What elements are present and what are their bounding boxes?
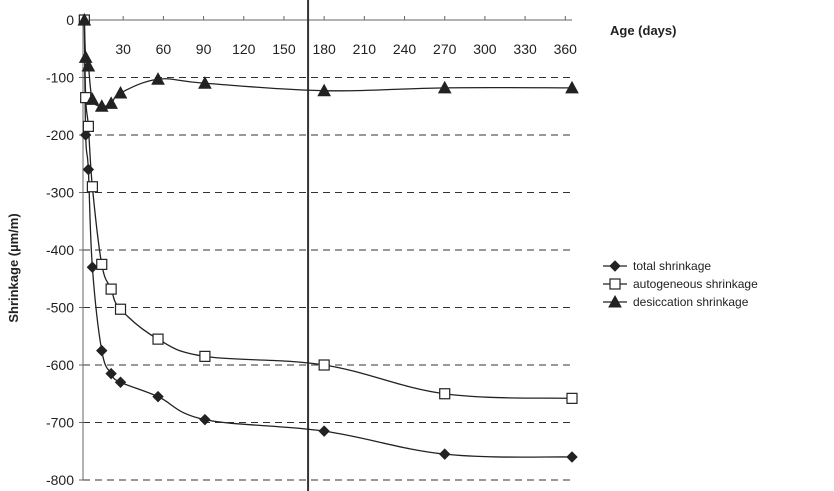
series-0-point-11 <box>566 451 578 463</box>
series-2-point-2 <box>81 58 96 72</box>
x-tick-label-270: 270 <box>433 41 457 57</box>
series-2-point-7 <box>151 72 165 85</box>
series-0-point-3 <box>86 261 99 273</box>
x-tick-label-240: 240 <box>393 41 417 57</box>
x-tick-label-120: 120 <box>232 41 256 57</box>
series-1-point-5 <box>105 283 117 295</box>
series-0-point-6 <box>114 376 127 388</box>
series-1-point-6 <box>114 303 127 315</box>
series-2-point-5 <box>104 96 118 109</box>
legend-marker-1 <box>609 278 621 290</box>
legend-label-2: desiccation shrinkage <box>633 295 749 309</box>
series-2-point-3 <box>85 92 100 105</box>
series-2 <box>77 12 579 112</box>
x-tick-label-300: 300 <box>473 41 497 57</box>
series-line-0 <box>83 19 573 458</box>
legend: total shrinkage autogeneous shrinkage desi… <box>603 259 758 309</box>
series-1-point-2 <box>82 120 94 132</box>
series-2-point-8 <box>198 76 212 89</box>
series-1-point-3 <box>86 181 98 193</box>
legend-label-1: autogeneous shrinkage <box>633 277 758 291</box>
x-tick-label-60: 60 <box>156 41 172 57</box>
x-tick-label-360: 360 <box>554 41 578 57</box>
y-axis-title: Shrinkage (µm/m) <box>6 213 21 322</box>
grid-layer <box>83 77 572 481</box>
y-tick-label-700: -700 <box>46 415 74 431</box>
x-tick-label-30: 30 <box>115 41 131 57</box>
series-1-point-9 <box>318 359 330 371</box>
axis-layer: 30 60 90 120 150 180 210 240 270 300 330 360 0 -100 -2… <box>46 0 577 491</box>
x-tick-label-90: 90 <box>196 41 212 57</box>
x-tick-label-210: 210 <box>353 41 377 57</box>
series-2-point-1 <box>78 50 93 63</box>
series-1-point-7 <box>152 333 164 345</box>
series-2-point-6 <box>113 85 128 99</box>
series-0-point-10 <box>439 448 451 460</box>
y-tick-label-800: -800 <box>46 472 74 488</box>
series-0-point-7 <box>152 390 164 403</box>
series-layer <box>77 12 579 463</box>
legend-marker-2 <box>608 294 622 308</box>
y-tick-label-100: -100 <box>46 70 74 86</box>
series-2-point-11 <box>565 80 579 94</box>
x-tick-label-180: 180 <box>312 41 336 57</box>
series-0-point-9 <box>318 425 330 437</box>
series-0-point-4 <box>96 344 108 357</box>
y-tick-label-0: 0 <box>66 12 74 28</box>
y-tick-label-600: -600 <box>46 357 74 373</box>
series-1-point-11 <box>566 392 578 404</box>
series-2-point-9 <box>317 83 331 97</box>
series-1-point-10 <box>439 388 451 400</box>
legend-marker-0 <box>609 260 621 272</box>
x-tick-label-330: 330 <box>513 41 537 57</box>
series-1 <box>78 14 578 404</box>
y-tick-label-200: -200 <box>46 127 74 143</box>
series-1-point-8 <box>199 350 211 362</box>
y-tick-label-400: -400 <box>46 242 74 258</box>
y-tick-label-500: -500 <box>46 300 74 316</box>
series-0-point-8 <box>199 413 211 426</box>
series-0-point-5 <box>105 367 117 380</box>
legend-label-0: total shrinkage <box>633 259 711 273</box>
series-1-point-4 <box>96 258 108 270</box>
series-2-point-0 <box>77 12 92 26</box>
x-axis-title: Age (days) <box>610 23 676 38</box>
x-tick-label-150: 150 <box>272 41 296 57</box>
series-2-point-10 <box>437 80 452 94</box>
y-tick-label-300: -300 <box>46 185 74 201</box>
